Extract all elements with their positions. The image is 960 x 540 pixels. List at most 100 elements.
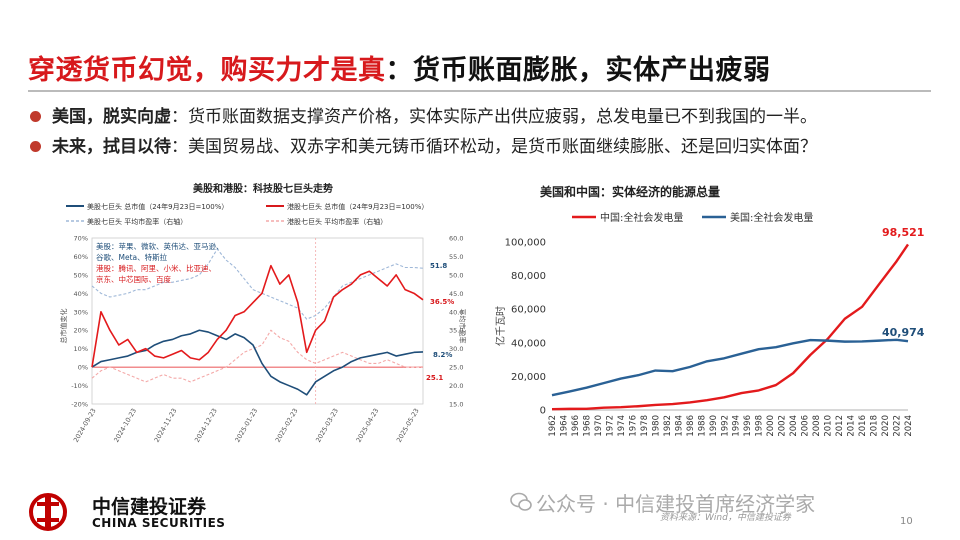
end-label-us: 40,974 — [882, 326, 925, 339]
title-divider — [28, 90, 931, 92]
chart2-x-tick: 1996 — [743, 415, 753, 437]
chart1-right-tick: 30.0 — [449, 345, 463, 353]
chart2-x-tick: 2014 — [847, 415, 857, 437]
chart1-x-tick: 2024-09-23 — [72, 407, 98, 444]
chart1-series — [91, 248, 424, 396]
slide-title: 穿透货币幻觉，购买力才是真：货币账面膨胀，实体产出疲弱 — [28, 48, 771, 87]
legend-hk-cap: 港股七巨头 总市值（24年9月23日=100%） — [287, 202, 428, 211]
chart2-x-tick: 1974 — [617, 415, 627, 437]
chart1-title: 美股和港股：科技股七巨头走势 — [193, 182, 333, 195]
chart1-right-tick: 45.0 — [449, 290, 463, 298]
chart2-title: 美国和中国：实体经济的能源总量 — [540, 184, 720, 199]
chart1-right-tick: 55.0 — [449, 253, 463, 261]
chart2-y-tick: 0 — [540, 406, 546, 417]
chart2-x-tick: 2004 — [789, 415, 799, 437]
chart1-right-tick: 40.0 — [449, 308, 463, 316]
chart2-x-tick: 1976 — [628, 415, 638, 437]
bullet-text: ：货币账面数据支撑资产价格，实体实际产出供应疲弱，总发电量已不到我国的一半。 — [171, 107, 817, 127]
chart1-plot-frame — [91, 237, 424, 405]
chart1-x-axis: 2024-09-23 2024-10-23 2024-11-23 2024-12-23… — [72, 407, 421, 444]
chart1-left-tick: 30% — [74, 308, 88, 316]
chart1-right-tick: 25.0 — [449, 364, 463, 372]
chart1-left-tick: 0% — [78, 364, 88, 372]
chart2-x-tick: 1990 — [709, 415, 719, 437]
chart2-y-tick: 80,000 — [511, 271, 546, 282]
chart2-x-tick: 1982 — [663, 415, 673, 437]
chart2-x-tick: 2016 — [858, 415, 868, 437]
chart1-right-tick: 35.0 — [449, 327, 463, 335]
title-rest: ：货币账面膨胀，实体产出疲弱 — [385, 55, 771, 86]
chart2-y-tick: 20,000 — [511, 372, 546, 383]
end-label-us-pe: 51.8 — [430, 262, 447, 270]
chart1-legend: 美股七巨头 总市值（24年9月23日=100%） 港股七巨头 总市值（24年9月… — [66, 202, 428, 226]
chart2-x-tick: 1994 — [732, 415, 742, 437]
chart1-x-tick: 2025-04-23 — [355, 407, 381, 444]
chart1-x-tick: 2025-05-23 — [395, 407, 421, 444]
chart1-x-tick: 2025-03-23 — [314, 407, 340, 444]
chart2-x-tick: 2022 — [893, 415, 903, 437]
source-note: 资料来源：Wind，中信建投证券 — [660, 513, 791, 523]
chart1-left-tick: -20% — [71, 401, 88, 409]
logo-text-en: CHINA SECURITIES — [92, 516, 226, 530]
bullet-item: 未来，拭目以待：美国贸易战、双赤字和美元铸币循环松动，是货币账面继续膨胀、还是回… — [30, 132, 932, 162]
end-label-china: 98,521 — [882, 226, 924, 239]
chart-tech-giants: 美股和港股：科技股七巨头走势 美股七巨头 总市值（24年9月23日=100%） … — [58, 176, 468, 476]
chart2-x-tick: 1992 — [720, 415, 730, 437]
end-label-us-cap: 8.2% — [433, 351, 452, 359]
chart1-left-tick: 40% — [74, 290, 88, 298]
chart-energy: 美国和中国：实体经济的能源总量 中国:全社会发电量 美国:全社会发电量 100,… — [490, 176, 930, 476]
chart1-x-tick: 2024-12-23 — [193, 407, 219, 444]
citic-logo-icon — [29, 493, 67, 531]
chart1-left-tick: 10% — [74, 345, 88, 353]
chart1-left-axis: 70% 60% 50% 40% 30% 20% 10% 0% -10% -20% — [71, 235, 424, 409]
legend-us: 美国:全社会发电量 — [730, 211, 813, 224]
logo-text-cn: 中信建投证券 — [92, 496, 207, 518]
series-us — [551, 338, 909, 397]
chart1-x-tick: 2024-10-23 — [112, 407, 138, 444]
series-china — [551, 243, 909, 411]
chart2-x-tick: 1986 — [686, 415, 696, 437]
chart2-y-axis: 100,000 80,000 60,000 40,000 20,000 0 — [505, 238, 546, 417]
annotation-us-line2: 谷歌、Meta、特斯拉 — [96, 252, 168, 262]
chart2-x-tick: 1966 — [571, 415, 581, 437]
legend-china: 中国:全社会发电量 — [600, 211, 683, 224]
annotation-us-line1: 美股：苹果、微软、英伟达、亚马逊、 — [96, 241, 224, 251]
chart2-x-tick: 1984 — [674, 415, 684, 437]
annotation-hk-line1: 港股：腾讯、阿里、小米、比亚迪、 — [96, 263, 216, 273]
series-us-pe — [91, 248, 424, 320]
chart2-x-tick: 1964 — [559, 415, 569, 437]
chart1-x-tick: 2025-01-23 — [233, 407, 259, 444]
chart2-x-tick: 2000 — [766, 415, 776, 437]
chart1-right-tick: 20.0 — [449, 382, 463, 390]
chart2-x-tick: 2010 — [824, 415, 834, 437]
chart2-x-tick: 1988 — [697, 415, 707, 437]
chart2-x-tick: 2006 — [801, 415, 811, 437]
bullet-list: 美国，脱实向虚：货币账面数据支撑资产价格，实体实际产出供应疲弱，总发电量已不到我… — [30, 102, 932, 162]
chart1-left-tick: 50% — [74, 271, 88, 279]
chart1-left-tick: 60% — [74, 253, 88, 261]
chart2-x-axis: 1962 1964 1966 1968 1970 1972 1974 1976 1978 1980… — [548, 409, 914, 437]
chart2-x-tick: 2002 — [778, 415, 788, 437]
series-hk-pe — [91, 329, 424, 383]
legend-us-cap: 美股七巨头 总市值（24年9月23日=100%） — [87, 202, 228, 211]
chart1-left-tick: 20% — [74, 327, 88, 335]
chart2-x-tick: 2024 — [904, 415, 914, 437]
end-label-hk-cap: 36.5% — [430, 298, 454, 306]
chart1-annotation-box: 美股：苹果、微软、英伟达、亚马逊、 谷歌、Meta、特斯拉 港股：腾讯、阿里、小… — [96, 241, 224, 284]
bullet-dot-icon — [30, 111, 41, 122]
chart1-right-tick: 15.0 — [449, 401, 463, 409]
chart-energy-svg: 美国和中国：实体经济的能源总量 中国:全社会发电量 美国:全社会发电量 100,… — [494, 184, 925, 437]
chart2-x-tick: 2012 — [835, 415, 845, 437]
bullet-item: 美国，脱实向虚：货币账面数据支撑资产价格，实体实际产出供应疲弱，总发电量已不到我… — [30, 102, 932, 132]
chart2-y-tick: 100,000 — [505, 238, 546, 249]
bullet-lead: 美国，脱实向虚 — [52, 107, 171, 127]
chart2-x-tick: 1968 — [582, 415, 592, 437]
chart1-left-axis-label: 总市值变化 — [59, 309, 68, 344]
series-hk-cap — [91, 264, 424, 368]
chart1-right-axis: 60.0 55.0 50.0 45.0 40.0 35.0 30.0 25.0 20.0 15.0 — [449, 235, 463, 409]
chart1-right-tick: 50.0 — [449, 271, 463, 279]
chart1-left-tick: -10% — [71, 382, 88, 390]
page-number: 10 — [900, 516, 913, 527]
legend-hk-pe: 港股七巨头 平均市盈率（右轴） — [287, 217, 387, 226]
annotation-hk-line2: 京东、中芯国际、百度 — [96, 274, 171, 284]
